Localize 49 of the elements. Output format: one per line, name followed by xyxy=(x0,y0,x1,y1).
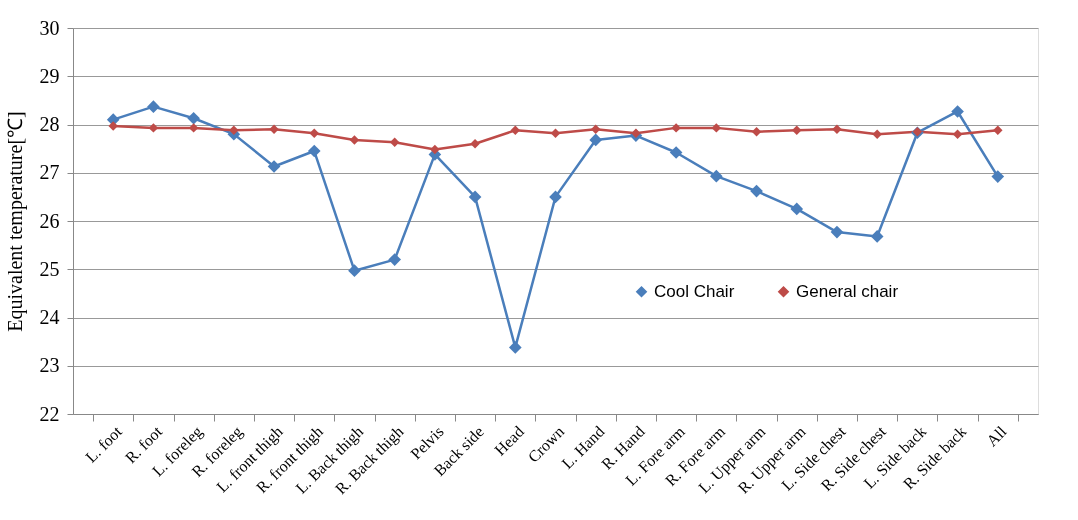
point xyxy=(710,169,723,183)
x-tick-label: All xyxy=(983,422,1010,450)
point xyxy=(751,126,762,137)
point xyxy=(430,144,440,155)
point xyxy=(269,124,279,135)
point xyxy=(388,253,401,266)
point xyxy=(590,124,601,135)
point xyxy=(549,190,562,204)
point xyxy=(389,137,400,148)
point xyxy=(108,121,118,131)
point xyxy=(750,184,763,198)
point xyxy=(309,128,319,138)
point xyxy=(872,129,882,139)
point xyxy=(470,139,480,149)
point xyxy=(147,100,160,113)
y-tick-label: 29 xyxy=(39,64,60,87)
point xyxy=(993,125,1003,136)
point xyxy=(589,133,603,147)
legend-label: Cool Chair xyxy=(654,281,735,301)
legend-label: General chair xyxy=(796,281,899,301)
y-tick-label: 23 xyxy=(39,354,60,377)
y-tick-label: 24 xyxy=(39,306,60,328)
point xyxy=(307,144,321,158)
point xyxy=(187,111,200,125)
point xyxy=(951,105,964,118)
y-tick-label: 22 xyxy=(39,402,60,425)
point xyxy=(267,160,281,173)
point xyxy=(711,123,722,133)
y-tick-label: 30 xyxy=(39,16,60,39)
y-tick-label: 28 xyxy=(39,113,60,135)
point xyxy=(348,264,361,278)
point xyxy=(669,146,683,159)
y-axis-title: Equivalent temperature[℃] xyxy=(3,111,27,332)
point xyxy=(830,225,844,239)
point xyxy=(952,129,963,139)
point xyxy=(550,128,561,138)
point xyxy=(510,125,521,136)
y-tick-label: 27 xyxy=(39,161,60,184)
point xyxy=(870,230,884,243)
point xyxy=(832,124,842,135)
point xyxy=(991,170,1005,183)
point xyxy=(792,125,802,136)
point xyxy=(631,128,641,138)
point xyxy=(508,341,522,354)
point xyxy=(790,202,804,216)
y-tick-label: 25 xyxy=(39,257,60,280)
point xyxy=(468,190,482,204)
y-tick-label: 26 xyxy=(39,209,60,232)
point xyxy=(229,125,239,136)
